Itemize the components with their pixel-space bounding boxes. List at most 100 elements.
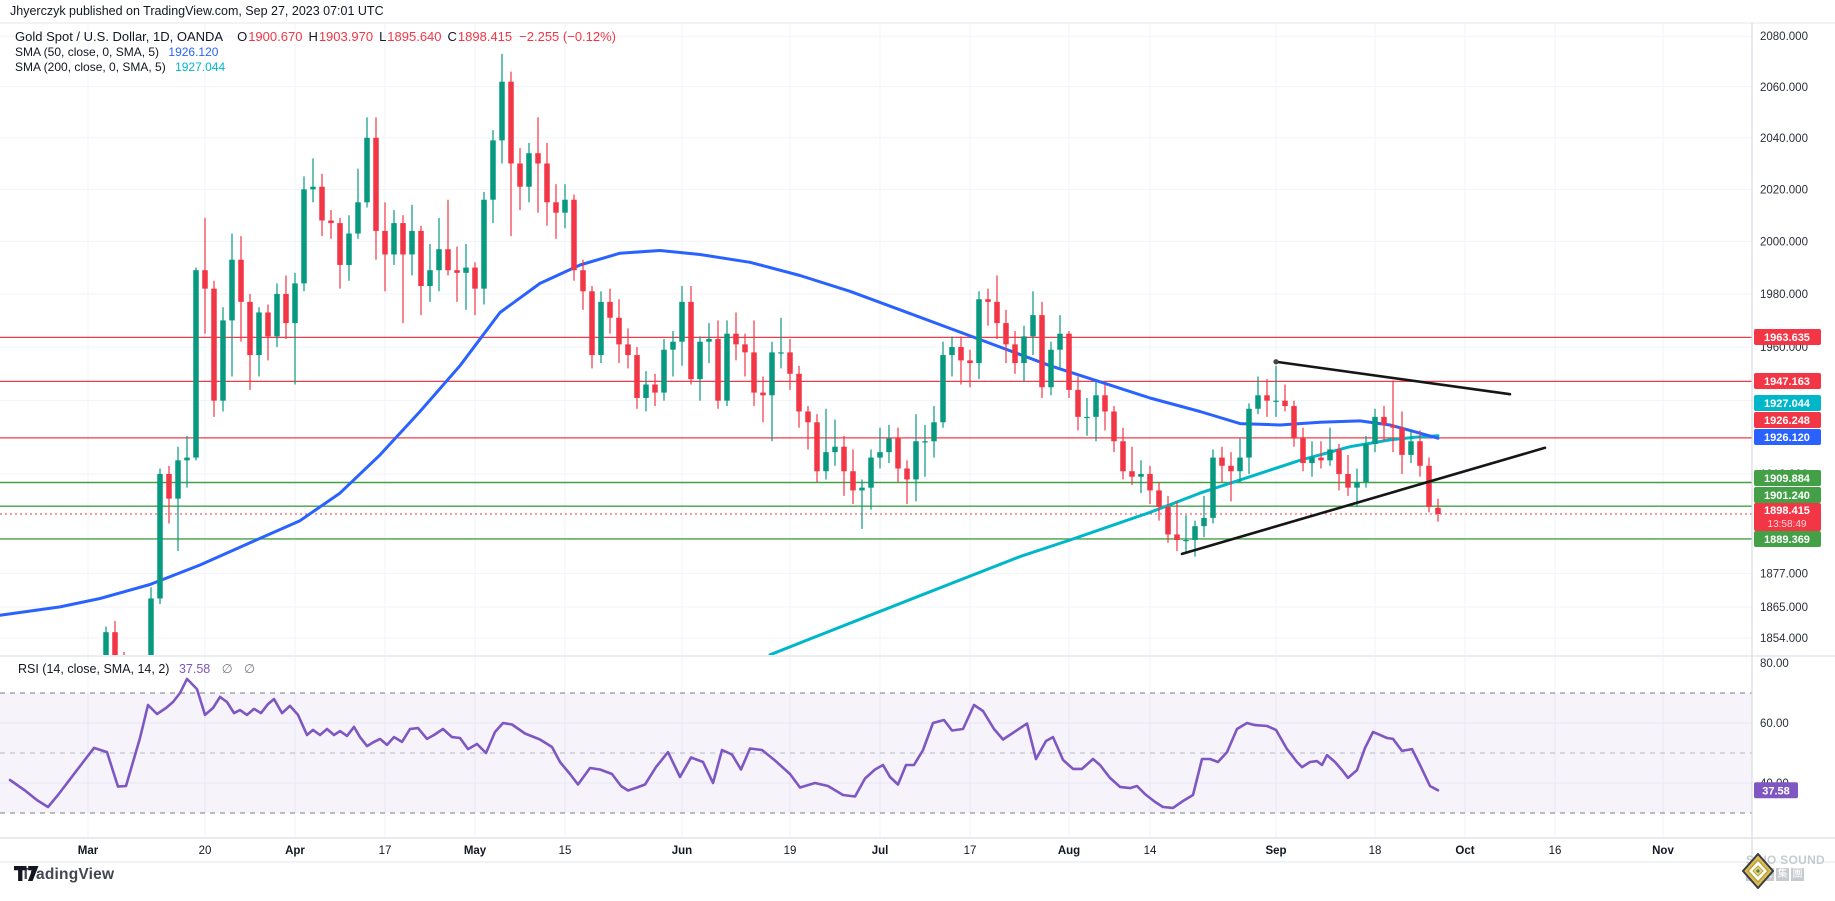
time-scale[interactable]: Mar 20 Apr 17 May 15 Jun 19 Jul 17 Aug 14 Sep 18 Oct 16… (78, 845, 1675, 857)
time-axis-label: 20 (199, 845, 212, 857)
price-axis-label: 1980.000 (1760, 289, 1808, 301)
candle-body (445, 249, 451, 271)
main-legend: Gold Spot / U.S. Dollar, 1D, OANDA O1900.… (15, 29, 616, 76)
rsi-extra-values: ∅ ∅ (221, 662, 259, 676)
candle-body (607, 301, 613, 318)
price-badge (1754, 329, 1821, 345)
trendlines[interactable] (1180, 359, 1547, 556)
time-axis-label: Jun (672, 845, 692, 857)
price-series (0, 53, 1441, 655)
price-badge (1754, 487, 1821, 503)
candle-body (319, 186, 325, 221)
candle-body (463, 267, 469, 273)
trendline[interactable] (1180, 446, 1547, 556)
candle-body (1381, 416, 1387, 425)
sma200-label[interactable]: SMA (200, close, 0, SMA, 5) (15, 60, 166, 74)
candle-body (1138, 473, 1144, 477)
candle-body (409, 230, 415, 255)
price-axis-label: 1854.000 (1760, 633, 1808, 645)
sma50-label[interactable]: SMA (50, close, 0, SMA, 5) (15, 44, 160, 59)
candle-body (877, 452, 883, 458)
price-axis-label: 2080.000 (1760, 31, 1808, 43)
candle-body (904, 468, 910, 480)
symbol-title[interactable]: Gold Spot / U.S. Dollar, 1D, OANDA (15, 29, 224, 44)
price-scale[interactable]: 2080.000 2060.000 2040.000 2020.000 2000.000… (1760, 31, 1808, 790)
publish-line: Jhyerczyk published on TradingView.com, … (10, 4, 384, 18)
candle-body (1399, 427, 1405, 455)
rsi-line[interactable] (8, 677, 1440, 810)
rsi-value: 37.58 (178, 662, 211, 676)
candle-body (1291, 406, 1297, 439)
rsi-pane (0, 692, 1752, 814)
price-axis-label: 1865.000 (1760, 602, 1808, 614)
candle-body (1435, 507, 1441, 514)
candle-body (526, 153, 532, 187)
time-axis-label: 15 (559, 845, 572, 857)
trendline-handle[interactable] (1273, 359, 1279, 365)
candle-body (1147, 473, 1153, 491)
candle-body (535, 153, 541, 164)
sma50-legend[interactable]: SMA (50, close, 0, SMA, 5) 1926.120 (15, 45, 616, 61)
candle-body (742, 344, 748, 353)
candle-body (1192, 526, 1198, 541)
candle-body (175, 460, 181, 499)
sma200-line[interactable] (768, 434, 1440, 655)
candle-body (661, 349, 667, 393)
candle-body (697, 341, 703, 380)
high-label: H (308, 29, 318, 44)
candle-body (967, 360, 973, 364)
candle-body (103, 632, 109, 655)
time-axis-label: Nov (1652, 845, 1674, 857)
rsi-label[interactable]: RSI (14, close, SMA, 14, 2) (18, 662, 170, 676)
price-levels[interactable] (0, 336, 1752, 540)
candle-body (1120, 441, 1126, 472)
sma200-legend[interactable]: SMA (200, close, 0, SMA, 5) 1927.044 (15, 60, 616, 76)
price-axis-label: 2020.000 (1760, 184, 1808, 196)
candle-body (238, 259, 244, 302)
candle-body (1282, 400, 1288, 407)
candle-body (1165, 506, 1171, 535)
candle-body (202, 270, 208, 289)
candle-body (1327, 449, 1333, 461)
candle-body (949, 347, 955, 356)
candle-body (1021, 336, 1027, 364)
candle-body (364, 137, 370, 203)
tradingview-icon (14, 866, 39, 881)
candle-body (256, 312, 262, 356)
candle-body (1075, 389, 1081, 417)
candle-body (1174, 534, 1180, 541)
candle-body (733, 333, 739, 345)
price-badge-text: 1889.369 (1764, 534, 1810, 546)
candle-body (193, 270, 199, 458)
open-value: 1900.670 (248, 29, 303, 44)
candle-body (373, 137, 379, 231)
candle-body (220, 320, 226, 401)
change-value: −2.255 (−0.12%) (519, 29, 617, 44)
candle-body (1273, 400, 1279, 402)
sino-cjk-char: 團 (1791, 868, 1804, 881)
sma50-line[interactable] (0, 249, 1440, 617)
gridlines (0, 23, 1752, 838)
candle-body (1345, 473, 1351, 488)
close-label: C (447, 29, 457, 44)
candle-body (958, 347, 964, 361)
price-axis-bg[interactable] (1752, 0, 1835, 901)
candle-body (913, 441, 919, 480)
symbol-legend[interactable]: Gold Spot / U.S. Dollar, 1D, OANDA O1900.… (15, 29, 616, 45)
candle-body (940, 355, 946, 423)
trendline[interactable] (1274, 360, 1512, 396)
candle-body (508, 81, 514, 164)
price-badge-text: 1909.884 (1764, 473, 1811, 485)
candle-body (544, 163, 550, 203)
candle-body (688, 301, 694, 380)
close-value: 1898.415 (457, 29, 513, 44)
tradingview-footer-logo[interactable]: TradingView (14, 866, 114, 884)
candle-body (1318, 457, 1324, 461)
rsi-legend[interactable]: RSI (14, close, SMA, 14, 2) 37.58 ∅ ∅ (18, 661, 259, 676)
candle-body (157, 473, 163, 599)
sino-cjk-char: 集 (1776, 868, 1789, 881)
candle-body (787, 352, 793, 374)
price-badge (1754, 412, 1821, 428)
